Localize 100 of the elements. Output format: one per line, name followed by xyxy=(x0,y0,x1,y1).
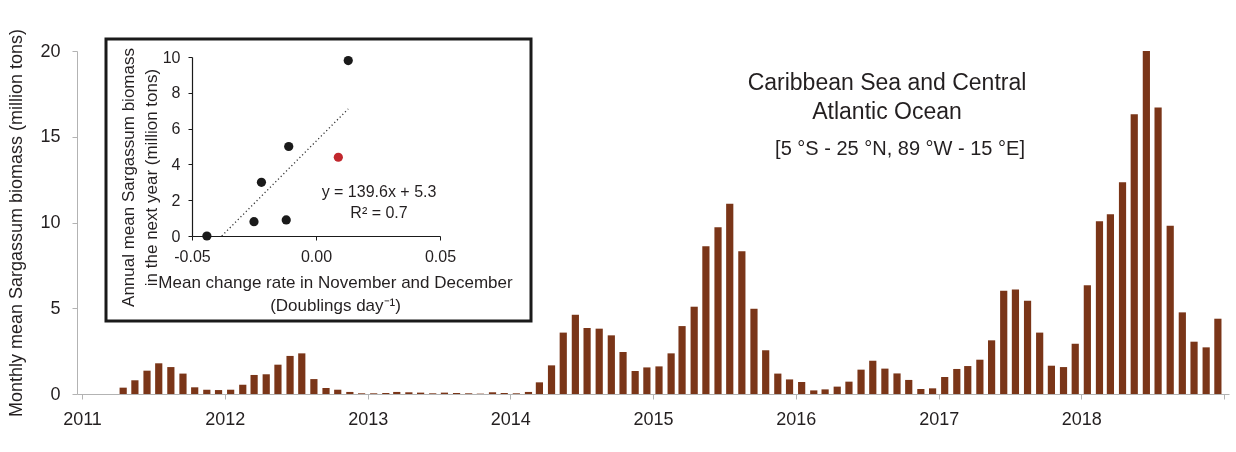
x-tick-label: 2013 xyxy=(348,408,389,429)
bar xyxy=(203,389,211,394)
bar xyxy=(179,373,187,394)
bar xyxy=(893,373,901,394)
bar xyxy=(714,227,722,394)
bar xyxy=(953,368,961,394)
x-tick-label: 2017 xyxy=(919,408,960,429)
point xyxy=(256,177,267,187)
bar xyxy=(798,382,806,394)
point xyxy=(284,141,294,152)
y-tick-label: 15 xyxy=(40,126,61,147)
bar xyxy=(346,391,354,394)
y-tick-label: 5 xyxy=(50,297,61,318)
bar xyxy=(310,379,318,394)
bar xyxy=(1130,114,1138,394)
bar xyxy=(738,251,746,394)
x-tick-label: 2011 xyxy=(63,408,102,429)
y-tick-label: 6 xyxy=(171,120,181,138)
bar xyxy=(524,391,533,394)
bar xyxy=(143,370,151,394)
bar xyxy=(131,380,139,394)
bar xyxy=(678,326,686,394)
bar xyxy=(286,355,294,394)
bar xyxy=(1106,214,1115,394)
bar xyxy=(917,389,925,394)
y-tick-label: 4 xyxy=(171,155,181,173)
bar xyxy=(535,382,544,394)
bar xyxy=(1190,341,1198,394)
x-tick-label: 2015 xyxy=(633,408,674,429)
x-tick-label: 0.05 xyxy=(424,247,457,265)
bar xyxy=(976,359,984,394)
bar xyxy=(227,389,235,394)
y-tick-label: 10 xyxy=(40,212,61,232)
bar xyxy=(1023,300,1032,394)
bar xyxy=(274,364,282,394)
bar xyxy=(1118,182,1127,394)
bar xyxy=(833,386,841,394)
bar xyxy=(690,306,698,394)
bar xyxy=(1011,289,1020,394)
bar xyxy=(667,353,675,394)
bar xyxy=(750,308,758,394)
y-tick-label: 2 xyxy=(171,191,181,209)
bar xyxy=(619,351,627,394)
bar xyxy=(334,389,342,394)
bar xyxy=(857,369,865,394)
bar xyxy=(239,384,247,394)
bar xyxy=(1059,367,1068,394)
bar xyxy=(655,366,663,394)
y-tick-label: 20 xyxy=(40,40,61,61)
bar xyxy=(631,371,639,394)
bar xyxy=(964,366,972,394)
bar xyxy=(1202,347,1210,394)
y-tick-label: 8 xyxy=(171,84,181,102)
bar xyxy=(810,390,818,394)
bar xyxy=(298,353,306,394)
bar xyxy=(155,363,163,394)
bar xyxy=(547,365,556,394)
point xyxy=(343,55,353,66)
bar xyxy=(262,374,270,394)
y-tick-label: 10 xyxy=(162,48,181,66)
y-axis-title: Monthly mean Sargassum biomass (million tons) xyxy=(6,28,27,418)
bar xyxy=(1071,343,1079,394)
point xyxy=(249,217,259,227)
bar xyxy=(167,367,175,394)
bar xyxy=(119,387,127,394)
bar xyxy=(987,340,996,394)
x-tick-label: 2012 xyxy=(205,408,246,429)
bar xyxy=(607,335,615,394)
bar xyxy=(905,379,913,394)
bar xyxy=(941,377,949,394)
bar xyxy=(1000,290,1008,394)
bar xyxy=(643,367,651,394)
bar xyxy=(821,389,829,394)
bar xyxy=(1142,51,1150,394)
bar xyxy=(559,332,567,394)
x-tick-label: -0.05 xyxy=(174,247,211,265)
bar xyxy=(1178,312,1186,394)
bar xyxy=(785,379,794,394)
annotation: R² = 0.7 xyxy=(350,204,408,221)
x-tick-label: 2016 xyxy=(776,408,817,429)
x-tick-label: 2018 xyxy=(1061,408,1102,429)
bar xyxy=(322,388,330,394)
point xyxy=(202,231,212,241)
bar xyxy=(869,360,877,394)
bar xyxy=(595,328,603,394)
bar xyxy=(1083,285,1091,394)
y-tick-label: 0 xyxy=(171,227,181,245)
text: Caribbean Sea and Central Atlantic Ocean xyxy=(747,69,1027,124)
point xyxy=(333,152,343,162)
bar xyxy=(571,314,579,394)
bar xyxy=(762,350,770,394)
y-tick-label: 0 xyxy=(50,383,61,404)
bar xyxy=(1214,318,1222,394)
bar xyxy=(1154,107,1162,394)
bar xyxy=(214,390,223,394)
x-tick-label: 2014 xyxy=(490,408,531,429)
bar xyxy=(1036,332,1044,394)
bar xyxy=(1047,365,1055,394)
bar xyxy=(845,381,853,394)
bar xyxy=(393,391,401,394)
